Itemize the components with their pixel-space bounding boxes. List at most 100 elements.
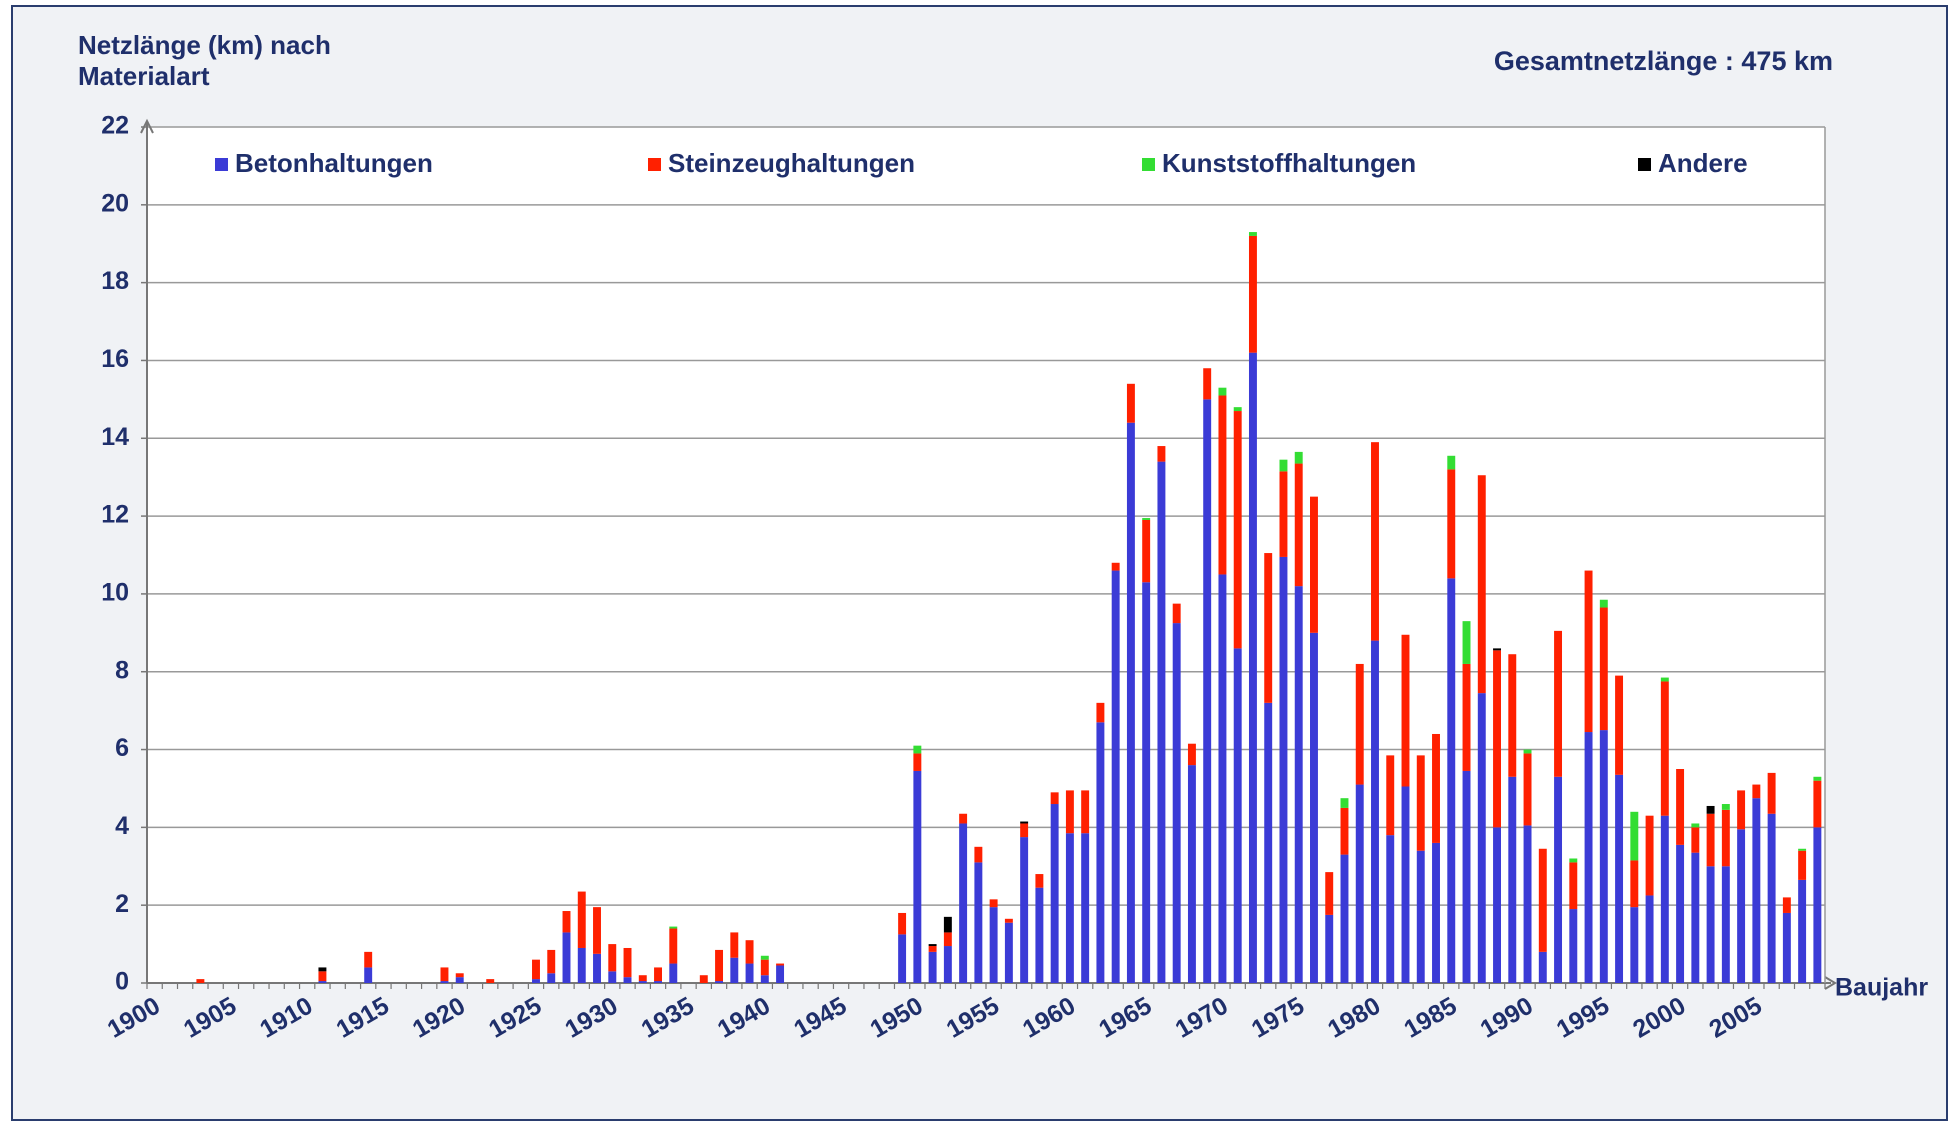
bar-segment	[1111, 562, 1120, 571]
bar-segment	[1004, 922, 1013, 983]
bar-segment	[1020, 823, 1029, 838]
bar-segment	[1737, 829, 1746, 983]
legend-swatch	[215, 158, 228, 171]
bar-segment	[1172, 603, 1181, 624]
bar-segment	[1584, 570, 1593, 733]
bar-segment	[455, 973, 464, 978]
bar-segment	[1065, 790, 1074, 834]
bar-segment	[1248, 235, 1257, 353]
bar-segment	[1279, 556, 1288, 983]
bar-segment	[1569, 909, 1578, 983]
bar-segment	[989, 899, 998, 908]
bar-segment	[669, 928, 678, 964]
bar-segment	[1081, 833, 1090, 983]
bar-segment	[1813, 780, 1822, 828]
bar-segment	[1477, 693, 1486, 983]
chart-title: Materialart	[78, 61, 210, 91]
bar-segment	[318, 967, 327, 972]
bar-segment	[1248, 352, 1257, 983]
bar-segment	[1172, 623, 1181, 983]
bar-segment	[1584, 732, 1593, 983]
bar-segment	[1310, 632, 1318, 983]
y-tick-label: 8	[115, 656, 129, 684]
y-tick-label: 10	[101, 579, 129, 607]
bar-segment	[593, 907, 601, 954]
bar-segment	[364, 951, 373, 968]
y-tick-label: 2	[115, 890, 129, 918]
bar-segment	[669, 963, 678, 983]
bar-segment	[1279, 459, 1288, 472]
bar-segment	[989, 907, 998, 983]
bar-segment	[654, 981, 662, 983]
bar-segment	[1599, 607, 1608, 731]
bar-segment	[913, 745, 922, 754]
bar-segment	[1660, 681, 1669, 816]
bar-segment	[1615, 675, 1624, 775]
bar-segment	[1462, 663, 1471, 771]
bar-segment	[1432, 733, 1440, 843]
bar-segment	[1493, 827, 1501, 983]
bar-segment	[1660, 815, 1669, 983]
bar-segment	[1721, 809, 1730, 867]
bar-segment	[1416, 850, 1425, 983]
bar-segment	[638, 975, 647, 982]
bar-segment	[547, 973, 556, 983]
bar-segment	[1264, 553, 1273, 703]
bar-segment	[1264, 702, 1273, 983]
bar-segment	[776, 965, 785, 983]
bar-segment	[974, 846, 983, 863]
bar-segment	[1050, 792, 1059, 805]
bar-segment	[1157, 461, 1166, 984]
bar-segment	[532, 979, 540, 983]
bar-segment	[1462, 770, 1471, 983]
bar-segment	[318, 971, 327, 982]
bar-segment	[577, 947, 586, 983]
bar-segment	[1782, 897, 1791, 913]
bar-segment	[715, 981, 724, 983]
bar-segment	[1569, 862, 1578, 910]
bar-segment	[1248, 232, 1257, 236]
bar-segment	[1386, 755, 1395, 836]
bar-segment	[1538, 848, 1547, 952]
bar-segment	[547, 949, 556, 974]
bar-segment	[974, 862, 983, 983]
legend-label: Kunststoffhaltungen	[1162, 148, 1416, 178]
bar-segment	[1447, 469, 1456, 579]
bar-segment	[1767, 813, 1776, 983]
bar-segment	[943, 916, 952, 933]
x-axis-label: Baujahr	[1835, 974, 1928, 1002]
legend-swatch	[1638, 158, 1651, 171]
bar-segment	[1294, 586, 1303, 983]
bar-segment	[1645, 895, 1654, 983]
bar-segment	[1447, 455, 1456, 470]
bar-segment	[1004, 918, 1013, 923]
bar-segment	[318, 981, 327, 983]
bar-segment	[1111, 570, 1120, 983]
bar-segment	[1233, 648, 1242, 983]
y-axis-arrow	[140, 118, 154, 134]
bar-segment	[1294, 451, 1303, 464]
bar-segment	[1081, 790, 1090, 834]
bar-segment	[1096, 722, 1105, 983]
bar-segment	[1218, 574, 1227, 983]
bar-segment	[745, 940, 754, 964]
bar-segment	[577, 891, 586, 948]
y-tick-label: 18	[101, 267, 129, 295]
bar-segment	[1187, 765, 1196, 983]
bar-segment	[1767, 772, 1776, 814]
bar-segment	[1340, 807, 1349, 855]
bar-segment	[760, 959, 769, 976]
bar-segment	[1279, 471, 1288, 557]
bar-segment	[1660, 677, 1669, 682]
bar-segment	[1630, 811, 1639, 861]
bar-segment	[1020, 837, 1029, 983]
bar-segment	[1798, 850, 1807, 880]
bar-segment	[1706, 813, 1715, 867]
bar-segment	[1752, 798, 1761, 983]
y-tick-label: 14	[101, 423, 129, 451]
bar-segment	[730, 957, 739, 983]
legend-label: Steinzeughaltungen	[668, 148, 915, 178]
bar-segment	[760, 955, 769, 960]
bar-segment	[928, 944, 937, 947]
